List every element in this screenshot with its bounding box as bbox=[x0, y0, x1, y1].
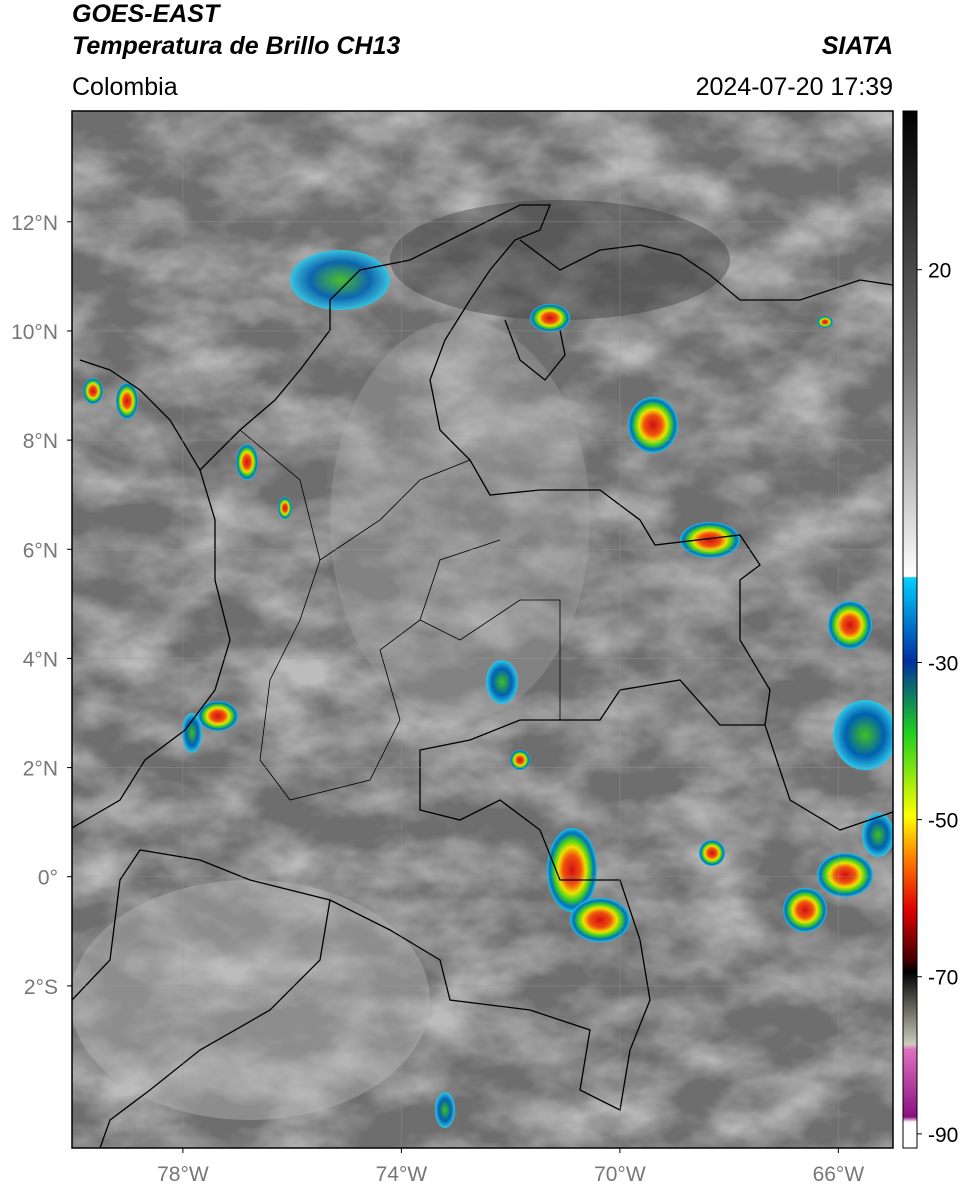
x-tick-label: 66°W bbox=[813, 1163, 865, 1186]
cell bbox=[530, 304, 570, 332]
cell bbox=[570, 898, 630, 942]
colorbar-tick-label: -30 bbox=[928, 652, 958, 675]
colorbar-tick-label: -70 bbox=[928, 967, 958, 990]
map-frame bbox=[71, 110, 894, 1149]
cell bbox=[236, 444, 258, 480]
peru-ecuador-border bbox=[99, 899, 331, 1148]
colorbar bbox=[902, 110, 918, 1149]
colorbar-tick-label: -50 bbox=[928, 810, 958, 833]
cell bbox=[833, 700, 893, 770]
y-tick-label: 10°N bbox=[11, 321, 58, 344]
colombia-border bbox=[72, 204, 893, 831]
grid bbox=[72, 111, 893, 1148]
borders bbox=[72, 204, 893, 1148]
y-tick-label: 2°S bbox=[24, 976, 58, 999]
cell bbox=[783, 888, 827, 932]
y-tick-label: 2°N bbox=[23, 758, 58, 781]
cloud bbox=[390, 200, 730, 320]
cell bbox=[510, 750, 530, 770]
y-tick-label: 6°N bbox=[23, 539, 58, 562]
cloud bbox=[330, 320, 590, 720]
region: Colombia bbox=[72, 73, 178, 101]
departments bbox=[239, 429, 561, 801]
cell bbox=[83, 378, 103, 404]
x-tick-label: 70°W bbox=[594, 1163, 646, 1186]
x-tick-label: 74°W bbox=[376, 1163, 428, 1186]
cell bbox=[435, 1092, 455, 1128]
convective-cells bbox=[83, 250, 893, 1128]
cloud-texture bbox=[72, 111, 893, 1148]
cell bbox=[817, 316, 833, 328]
y-tick-label: 4°N bbox=[23, 648, 58, 671]
satellite-image bbox=[72, 111, 893, 1148]
cell bbox=[817, 853, 873, 897]
y-tick-label: 8°N bbox=[23, 430, 58, 453]
cell bbox=[547, 828, 597, 912]
y-tick-label: 0° bbox=[38, 867, 58, 890]
cell bbox=[290, 250, 390, 310]
cloud bbox=[72, 880, 430, 1120]
title: GOES-EAST bbox=[72, 0, 222, 28]
cell bbox=[628, 397, 678, 453]
cell bbox=[486, 660, 518, 704]
y-tick-label: 12°N bbox=[11, 212, 58, 235]
venezuela-coast bbox=[519, 239, 893, 301]
maracaibo bbox=[504, 319, 566, 381]
cell bbox=[699, 840, 725, 866]
source: SIATA bbox=[822, 32, 893, 60]
colorbar-tick-label: 20 bbox=[928, 260, 951, 283]
cell bbox=[182, 713, 202, 753]
cell bbox=[198, 701, 238, 731]
southern-border bbox=[72, 679, 765, 1111]
cell bbox=[680, 522, 740, 558]
colorbar-tick-label: -90 bbox=[928, 1124, 958, 1147]
cell bbox=[862, 813, 893, 857]
cell bbox=[116, 383, 138, 419]
x-tick-label: 78°W bbox=[157, 1163, 209, 1186]
cell bbox=[278, 497, 292, 519]
datetime: 2024-07-20 17:39 bbox=[696, 73, 893, 101]
title: Temperatura de Brillo CH13 bbox=[72, 32, 400, 60]
cell bbox=[828, 601, 872, 649]
